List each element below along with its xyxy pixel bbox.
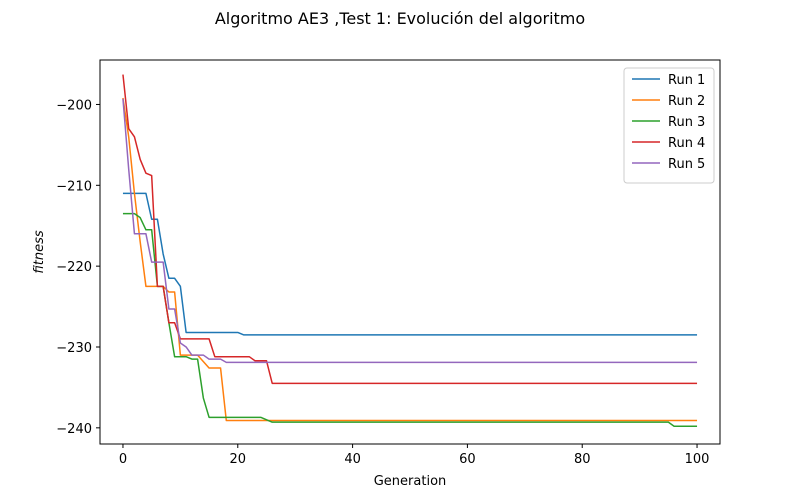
chart-title: Algoritmo AE3 ,Test 1: Evolución del alg… bbox=[215, 9, 585, 28]
series-line-run-4 bbox=[122, 74, 698, 385]
legend-label-run-4: Run 4 bbox=[668, 136, 705, 151]
y-tick-label: −200 bbox=[56, 98, 92, 113]
legend-label-run-5: Run 5 bbox=[668, 157, 705, 172]
legend-label-run-3: Run 3 bbox=[668, 115, 705, 130]
series-line-run-2 bbox=[122, 97, 698, 422]
x-tick-label: 0 bbox=[119, 452, 127, 467]
series-line-run-5 bbox=[122, 98, 698, 364]
x-tick-label: 20 bbox=[230, 452, 247, 467]
y-axis-ticks: −200 −210 −220 −230 −240 bbox=[56, 98, 100, 437]
legend-box bbox=[623, 67, 715, 184]
y-tick-label: −210 bbox=[56, 179, 92, 194]
series-line-run-1 bbox=[122, 192, 698, 336]
y-tick-label: −230 bbox=[56, 341, 92, 356]
x-tick-label: 80 bbox=[574, 452, 591, 467]
series-line-run-3 bbox=[122, 212, 698, 427]
y-tick-label: −240 bbox=[56, 422, 92, 437]
x-axis-ticks: 0 20 40 60 80 100 bbox=[119, 444, 710, 467]
x-tick-label: 100 bbox=[685, 452, 710, 467]
y-axis-label: fitness bbox=[32, 230, 47, 274]
legend-label-run-2: Run 2 bbox=[668, 94, 705, 109]
y-tick-label: −220 bbox=[56, 260, 92, 275]
legend: Run 1 Run 2 Run 3 Run 4 Run 5 bbox=[623, 67, 715, 184]
plot-frame bbox=[99, 59, 721, 445]
x-axis-label: Generation bbox=[374, 474, 447, 489]
legend-label-run-1: Run 1 bbox=[668, 73, 705, 88]
x-tick-label: 40 bbox=[344, 452, 361, 467]
series-layer bbox=[122, 74, 698, 427]
x-tick-label: 60 bbox=[459, 452, 476, 467]
